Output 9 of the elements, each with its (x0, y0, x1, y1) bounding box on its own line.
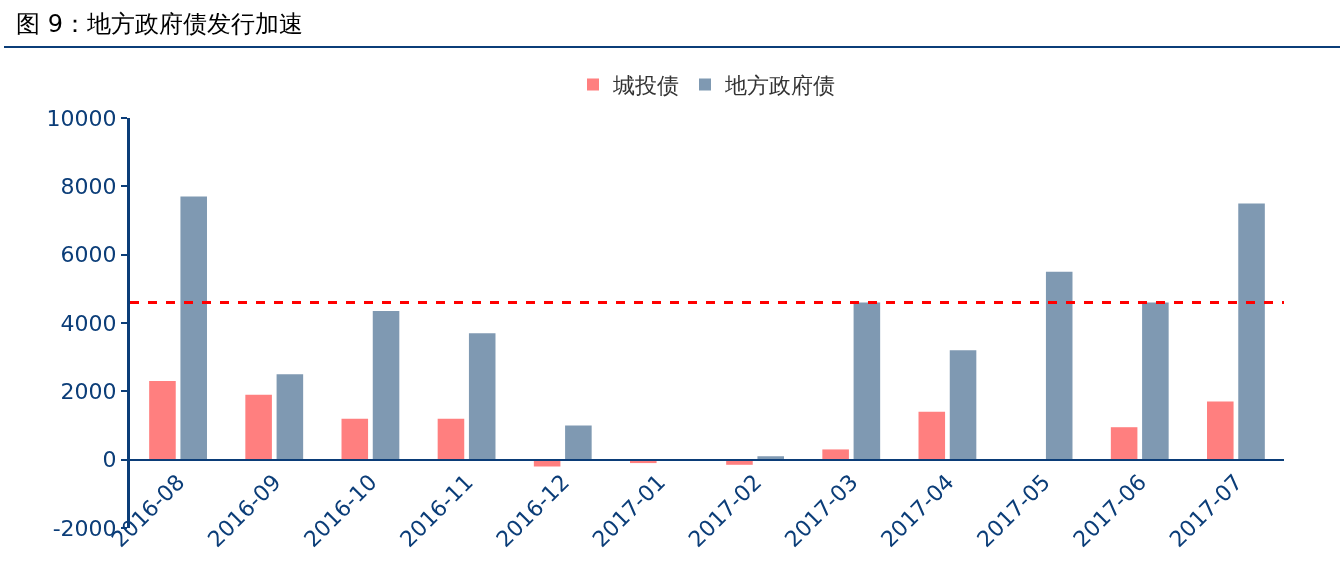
y-tick-label: 6000 (60, 242, 117, 268)
y-tick-label: 2000 (60, 379, 117, 405)
y-tick-label: 0 (102, 447, 117, 473)
chart-title: 图 9：地方政府债发行加速 (4, 0, 1340, 48)
y-tick-label: 10000 (46, 105, 117, 131)
y-tick-label: 4000 (60, 310, 117, 336)
y-tick-label: 8000 (60, 174, 117, 200)
legend-label: 城投债 (612, 73, 679, 99)
legend-label: 地方政府债 (724, 73, 835, 99)
